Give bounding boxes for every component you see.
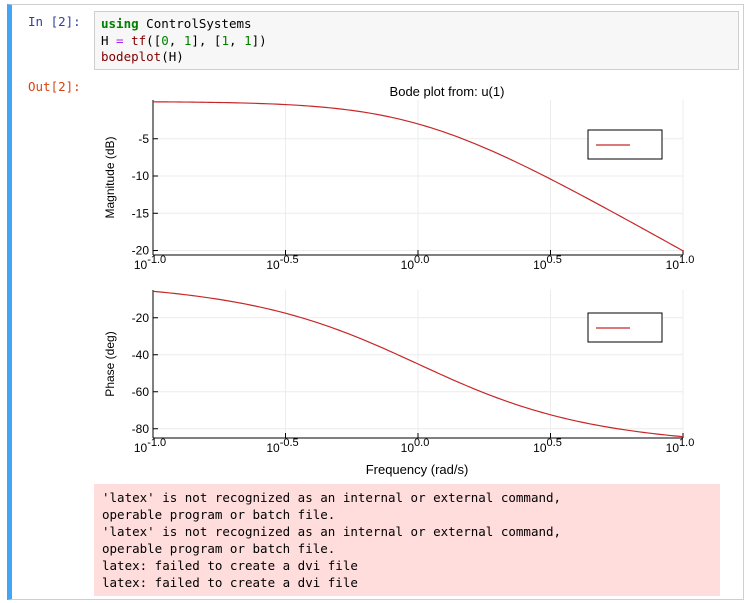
y-tick-label: -20 — [132, 311, 150, 325]
x-tick-base: 10 — [533, 258, 547, 272]
stderr-line: 'latex' is not recognized as an internal… — [102, 524, 562, 539]
y-tick-label: -10 — [132, 169, 150, 183]
x-tick-label: 101.0 — [666, 254, 695, 272]
x-tick-base: 10 — [401, 441, 415, 455]
code-line-1: using ControlSystems — [101, 16, 732, 33]
x-tick-label: 100.0 — [401, 437, 430, 455]
x-tick-exponent: 0.5 — [547, 437, 562, 449]
punct-token: , — [229, 32, 245, 48]
x-tick-base: 10 — [266, 258, 280, 272]
number-token: 1 — [221, 32, 229, 48]
y-tick-label: -40 — [132, 348, 150, 362]
x-tick-exponent: -1.0 — [147, 437, 166, 449]
x-tick-base: 10 — [134, 441, 148, 455]
function-token: bodeplot — [101, 49, 162, 64]
stderr-line: operable program or batch file. — [102, 507, 336, 522]
x-tick-exponent: 0.5 — [547, 254, 562, 266]
x-tick-exponent: 1.0 — [679, 437, 694, 449]
code-line-3: bodeplot(H) — [101, 49, 732, 66]
operator-token: = — [108, 32, 132, 48]
x-tick-exponent: -0.5 — [280, 254, 299, 266]
stderr-line: operable program or batch file. — [102, 541, 336, 556]
x-tick-base: 10 — [533, 441, 547, 455]
stderr-line: latex: failed to create a dvi file — [102, 575, 358, 590]
x-tick-exponent: -0.5 — [280, 437, 299, 449]
y-tick-label: -5 — [138, 132, 149, 146]
x-tick-exponent: 1.0 — [679, 254, 694, 266]
args-token: (H) — [161, 49, 184, 64]
punct-token: ([ — [146, 32, 162, 48]
y-tick-label: -15 — [132, 206, 150, 220]
x-tick-label: 10-0.5 — [266, 254, 298, 272]
x-tick-label: 10-1.0 — [134, 437, 166, 455]
x-tick-exponent: 0.0 — [414, 437, 429, 449]
x-tick-label: 10-1.0 — [134, 254, 166, 272]
y-axis-label: Magnitude (dB) — [103, 136, 117, 218]
code-line-2: H = tf([0, 1], [1, 1]) — [101, 33, 732, 50]
module-token: ControlSystems — [138, 16, 252, 31]
x-tick-base: 10 — [666, 441, 680, 455]
function-token: tf — [131, 32, 147, 48]
x-tick-label: 100.5 — [533, 254, 562, 272]
x-tick-exponent: 0.0 — [414, 254, 429, 266]
plot-title: Bode plot from: u(1) — [390, 84, 505, 99]
x-tick-base: 10 — [134, 258, 148, 272]
y-tick-label: -20 — [132, 244, 150, 258]
phase-curve — [152, 290, 684, 438]
number-token: 1 — [244, 32, 252, 48]
number-token: 1 — [183, 32, 192, 48]
punct-token: , — [168, 32, 184, 48]
keyword-token: using — [101, 16, 139, 31]
punct-token: ]) — [251, 32, 267, 48]
y-tick-label: -60 — [132, 385, 150, 399]
y-tick-label: -80 — [132, 422, 150, 436]
x-tick-label: 100.5 — [533, 437, 562, 455]
x-tick-label: 100.0 — [401, 254, 430, 272]
x-tick-label: 101.0 — [666, 437, 695, 455]
magnitude-curve — [152, 101, 684, 252]
stderr-line: latex: failed to create a dvi file — [102, 558, 358, 573]
x-tick-base: 10 — [666, 258, 680, 272]
x-tick-exponent: -1.0 — [147, 254, 166, 266]
x-tick-label: 10-0.5 — [266, 437, 298, 455]
output-prompt: Out[2]: — [28, 79, 81, 94]
x-tick-base: 10 — [401, 258, 415, 272]
stderr-line: 'latex' is not recognized as an internal… — [102, 490, 562, 505]
punct-token: ], [ — [191, 32, 222, 48]
x-axis-label: Frequency (rad/s) — [366, 462, 469, 477]
number-token: 0 — [161, 32, 169, 48]
variable-token: H — [101, 32, 109, 48]
x-tick-base: 10 — [266, 441, 280, 455]
code-editor[interactable]: using ControlSystems H = tf([0, 1], [1, … — [94, 11, 739, 70]
stderr-output: 'latex' is not recognized as an internal… — [94, 484, 720, 596]
y-axis-label: Phase (deg) — [103, 331, 117, 396]
input-prompt: In [2]: — [28, 14, 81, 29]
